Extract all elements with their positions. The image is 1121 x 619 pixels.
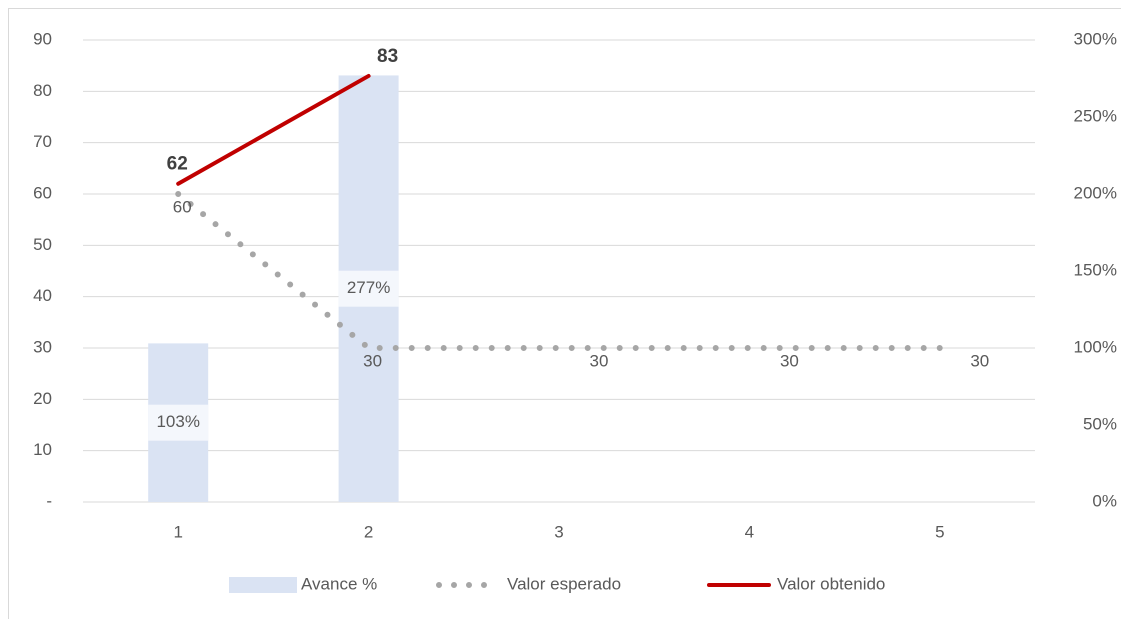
data-label-box	[338, 270, 399, 307]
y2-tick-label: 250%	[1074, 106, 1117, 125]
line	[175, 191, 943, 351]
y-tick-label: 50	[33, 235, 52, 254]
x-tick-label: 1	[173, 522, 182, 541]
data-label-box	[148, 404, 209, 441]
y-tick-label: 10	[33, 440, 52, 459]
y2-tick-label: 300%	[1074, 29, 1117, 48]
line	[176, 73, 371, 186]
legend-label: Avance %	[301, 574, 377, 593]
y2-tick-label: 50%	[1083, 414, 1117, 433]
legend-label: Valor esperado	[507, 574, 621, 593]
y2-tick-label: 150%	[1074, 260, 1117, 279]
x-tick-label: 2	[364, 522, 373, 541]
y-tick-label: 60	[33, 183, 52, 202]
y-tick-label: 90	[33, 29, 52, 48]
data-label: 30	[780, 351, 799, 370]
y-tick-label: 20	[33, 389, 52, 408]
data-label: 277%	[347, 278, 390, 297]
data-label: 30	[363, 351, 382, 370]
y-tick-label: 70	[33, 132, 52, 151]
legend-swatch	[229, 577, 297, 593]
y-tick-label: 40	[33, 286, 52, 305]
x-tick-label: 4	[745, 522, 754, 541]
data-label: 103%	[156, 412, 199, 431]
data-label: 30	[590, 351, 609, 370]
y-tick-label: -	[46, 491, 52, 510]
chart-border	[8, 8, 1121, 619]
x-tick-label: 3	[554, 522, 563, 541]
data-label: 62	[167, 154, 188, 175]
y-tick-label: 30	[33, 337, 52, 356]
y2-tick-label: 100%	[1074, 337, 1117, 356]
x-tick-label: 5	[935, 522, 944, 541]
y2-tick-label: 200%	[1074, 183, 1117, 202]
data-label: 83	[377, 46, 398, 67]
y2-tick-label: 0%	[1092, 491, 1117, 510]
data-label: 30	[970, 351, 989, 370]
y-tick-label: 80	[33, 81, 52, 100]
legend-label: Valor obtenido	[777, 574, 885, 593]
data-label: 60	[173, 197, 192, 216]
